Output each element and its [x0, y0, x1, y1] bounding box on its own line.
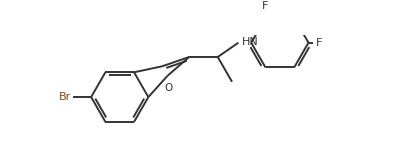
Text: F: F	[261, 1, 268, 11]
Text: F: F	[315, 38, 321, 48]
Text: Br: Br	[59, 92, 71, 102]
Text: O: O	[164, 83, 172, 93]
Text: HN: HN	[241, 37, 258, 47]
